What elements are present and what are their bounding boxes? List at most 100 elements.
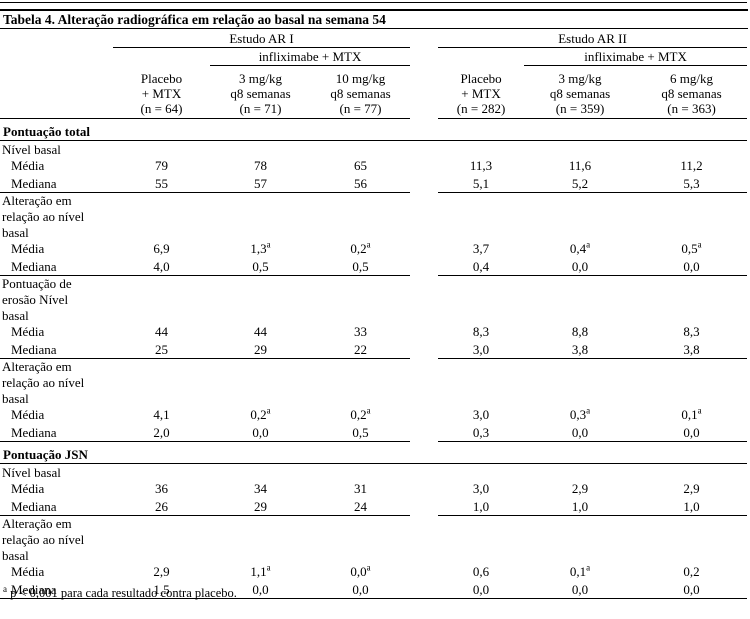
- cell-value: 0,0: [524, 580, 637, 599]
- cell-value: 3,0: [438, 340, 525, 359]
- table-row: Média 4,1 0,2a 0,2a 3,0 0,3a 0,1a: [0, 407, 747, 423]
- cell-value: 29: [210, 497, 311, 516]
- subsection-row: Nível basal: [0, 141, 747, 159]
- cell-value: 0,3: [438, 423, 525, 442]
- cell-value: 0,0a: [350, 564, 371, 579]
- table-row: Mediana 55 57 56 5,1 5,2 5,3: [0, 174, 748, 193]
- separator-cell: [410, 497, 438, 516]
- cell-value: 0,2a: [250, 407, 271, 422]
- row-label: Nível basal: [2, 465, 61, 480]
- table-row: Média 36 34 31 3,0 2,9 2,9: [0, 481, 747, 497]
- cell-value: 0,0: [524, 423, 637, 442]
- table-row: Média 44 44 33 8,3 8,8 8,3: [0, 324, 747, 340]
- subsection-row: Alteração em relação ao nível basal: [0, 359, 747, 408]
- cell-value: 6,9: [153, 241, 170, 256]
- subsection-row: Nível basal: [0, 464, 747, 482]
- row-label: Nível basal: [2, 142, 61, 157]
- separator-cell: [410, 158, 438, 174]
- spacer-cell: [113, 48, 210, 66]
- study-group-row: Estudo AR I Estudo AR II: [0, 29, 748, 48]
- cell-value: 0,0: [210, 423, 311, 442]
- footnote: a p < 0,001 para cada resultado contra p…: [3, 584, 237, 601]
- cell-value: 24: [311, 497, 411, 516]
- cell-value: 0,5: [210, 257, 311, 276]
- separator-cell: [410, 423, 438, 442]
- cell-value: 29: [210, 340, 311, 359]
- footnote-ref: a: [366, 241, 371, 250]
- cell-value: 8,8: [571, 324, 589, 339]
- top-rule: [0, 2, 747, 3]
- row-label: Média: [11, 481, 45, 496]
- table-row: Mediana 26 29 24 1,0 1,0 1,0: [0, 497, 748, 516]
- cell-value: 0,0: [636, 580, 748, 599]
- separator-cell: [410, 66, 438, 119]
- cell-value: 4,1: [153, 407, 170, 422]
- section-row: Pontuação total: [0, 118, 748, 141]
- spacer-cell: [438, 48, 524, 66]
- separator-cell: [410, 174, 438, 193]
- separator-cell: [410, 340, 438, 359]
- treatment-group-header: infliximabe + MTX: [524, 47, 748, 66]
- cell-value: 5,3: [636, 174, 748, 193]
- table-row: Média 79 78 65 11,3 11,6 11,2: [0, 158, 747, 174]
- column-header: 6 mg/kg q8 semanas (n = 363): [636, 65, 748, 119]
- cell-value: 1,5: [113, 580, 210, 599]
- row-label: Média: [11, 324, 45, 339]
- row-label: Mediana: [0, 580, 113, 599]
- cell-value: 1,3a: [250, 241, 271, 256]
- row-label: Mediana: [0, 340, 113, 359]
- footnote-text: p < 0,001 para cada resultado contra pla…: [7, 586, 237, 600]
- cell-value: 0,0: [210, 580, 311, 599]
- table-row: Mediana 25 29 22 3,0 3,8 3,8: [0, 340, 748, 359]
- section-label: Pontuação JSN: [0, 441, 748, 464]
- cell-value: 0,4: [438, 257, 525, 276]
- cell-value: 4,0: [113, 257, 210, 276]
- separator-cell: [410, 29, 438, 48]
- cell-value: 11,2: [680, 158, 703, 173]
- footnote-ref: a: [266, 564, 271, 573]
- cell-value: 3,0: [472, 407, 490, 422]
- cell-value: 2,9: [571, 481, 589, 496]
- study-group-header: Estudo AR II: [438, 29, 748, 48]
- cell-value: 0,0: [524, 257, 637, 276]
- cell-value: 11,6: [568, 158, 592, 173]
- footnote-ref: a: [697, 241, 702, 250]
- cell-value: 1,0: [524, 497, 637, 516]
- footnote-ref: a: [586, 407, 591, 416]
- separator-cell: [410, 48, 438, 66]
- spacer-cell: [0, 29, 113, 48]
- spacer-cell: [0, 48, 113, 66]
- cell-value: 0,2a: [350, 407, 371, 422]
- cell-value: 0,2: [683, 564, 700, 579]
- cell-value: 33: [354, 324, 368, 339]
- treatment-group-row: infliximabe + MTX infliximabe + MTX: [0, 47, 748, 66]
- row-label: Média: [11, 158, 45, 173]
- subsection-row: Alteração em relação ao nível basal: [0, 193, 747, 242]
- cell-value: 26: [113, 497, 210, 516]
- data-table: Estudo AR I Estudo AR II infliximabe + M…: [0, 29, 748, 599]
- treatment-group-header: infliximabe + MTX: [210, 47, 411, 66]
- row-label: Mediana: [0, 174, 113, 193]
- cell-value: 0,0: [636, 423, 748, 442]
- cell-value: 44: [254, 324, 267, 339]
- separator-cell: [410, 580, 439, 599]
- column-header: 10 mg/kg q8 semanas (n = 77): [311, 65, 411, 119]
- cell-value: 31: [354, 481, 368, 496]
- cell-value: 0,5: [311, 257, 411, 276]
- cell-value: 3,8: [636, 340, 748, 359]
- cell-value: 2,9: [153, 564, 170, 579]
- footnote-ref: a: [266, 241, 271, 250]
- cell-value: 36: [155, 481, 168, 496]
- table-row: Média 6,9 1,3a 0,2a 3,7 0,4a 0,5a: [0, 241, 747, 257]
- cell-value: 0,1a: [569, 564, 591, 579]
- separator-cell: [410, 564, 438, 580]
- spacer-cell: [0, 65, 113, 119]
- subsection-row: Alteração em relação ao nível basal: [0, 516, 747, 565]
- table-row: Média 2,9 1,1a 0,0a 0,6 0,1a 0,2: [0, 564, 747, 580]
- cell-value: 65: [354, 158, 368, 173]
- column-header: Placebo + MTX (n = 282): [438, 65, 525, 119]
- cell-value: 1,0: [438, 497, 525, 516]
- footnote-ref: a: [266, 407, 271, 416]
- separator-cell: [410, 407, 438, 423]
